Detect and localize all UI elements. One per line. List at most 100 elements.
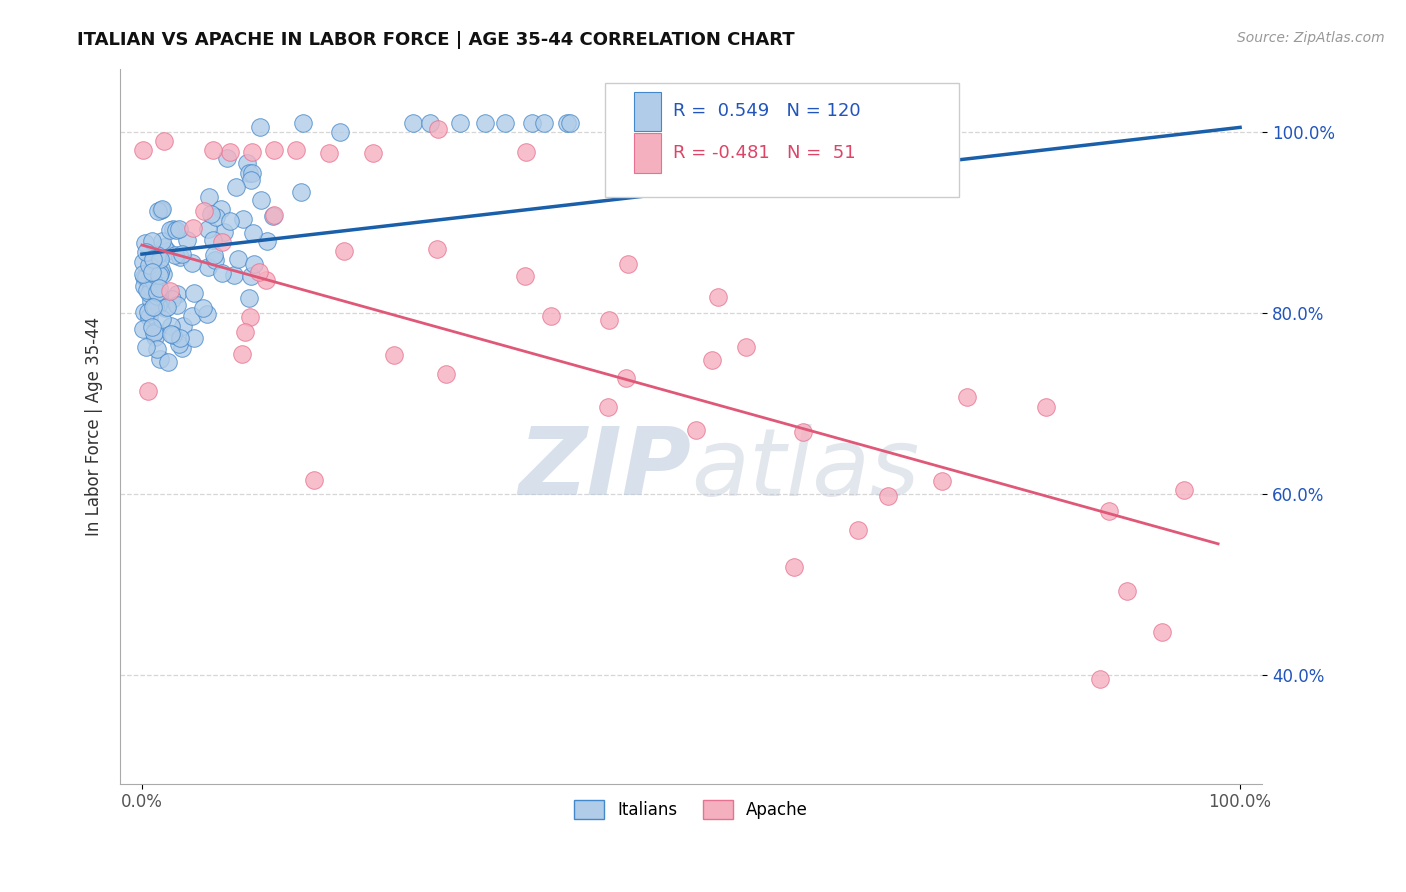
Point [163, 248, 186, 262]
Point [167, 336, 190, 351]
Point [239, 310, 262, 324]
Point [142, 326, 165, 341]
Point [329, 125, 352, 139]
Point [200, 207, 222, 221]
Point [146, 285, 169, 300]
Point [734, 340, 756, 354]
Point [169, 250, 191, 264]
Point [262, 209, 284, 223]
Point [138, 310, 160, 325]
Point [436, 368, 458, 382]
Point [333, 244, 356, 258]
Point [173, 318, 195, 333]
Point [616, 257, 638, 271]
Point [149, 262, 172, 277]
Bar [634, 133, 661, 172]
Point [143, 301, 166, 315]
Point [658, 134, 681, 148]
Point [132, 279, 155, 293]
Point [1098, 503, 1121, 517]
Point [183, 331, 205, 345]
Point [150, 234, 173, 248]
Point [240, 166, 263, 180]
Point [211, 235, 233, 249]
Point [146, 256, 169, 270]
Point [152, 267, 174, 281]
Point [141, 265, 163, 279]
Text: ITALIAN VS APACHE IN LABOR FORCE | AGE 35-44 CORRELATION CHART: ITALIAN VS APACHE IN LABOR FORCE | AGE 3… [77, 31, 794, 49]
Point [233, 325, 256, 339]
Point [792, 425, 814, 439]
Point [166, 287, 188, 301]
Text: ZIP: ZIP [519, 423, 690, 515]
Point [426, 242, 449, 256]
Point [218, 145, 240, 159]
Point [143, 330, 166, 344]
Point [1088, 672, 1111, 686]
Point [520, 116, 543, 130]
Point [149, 351, 172, 366]
Point [148, 298, 170, 312]
Point [150, 202, 173, 217]
Y-axis label: In Labor Force | Age 35-44: In Labor Force | Age 35-44 [86, 317, 103, 536]
Point [156, 244, 179, 258]
Point [172, 341, 194, 355]
Point [139, 260, 162, 275]
Point [162, 293, 184, 307]
Point [132, 267, 155, 281]
Point [419, 116, 441, 130]
Point [382, 348, 405, 362]
Point [209, 202, 232, 217]
Point [707, 290, 730, 304]
Point [956, 391, 979, 405]
Point [165, 223, 187, 237]
Point [427, 121, 450, 136]
Point [191, 301, 214, 316]
Point [176, 233, 198, 247]
Point [1173, 483, 1195, 497]
Point [132, 270, 155, 285]
Point [183, 285, 205, 300]
Point [169, 331, 191, 345]
Point [136, 384, 159, 398]
Point [204, 248, 226, 262]
Point [157, 355, 180, 369]
Point [131, 143, 153, 157]
Point [143, 276, 166, 290]
Point [148, 203, 170, 218]
Point [149, 266, 172, 280]
Point [240, 145, 263, 159]
Point [139, 293, 162, 308]
Point [254, 273, 277, 287]
Point [474, 116, 496, 130]
Point [201, 143, 224, 157]
Point [197, 221, 219, 235]
Point [877, 489, 900, 503]
Point [138, 259, 160, 273]
Point [614, 371, 637, 385]
Point [685, 423, 707, 437]
FancyBboxPatch shape [606, 83, 959, 197]
Point [148, 291, 170, 305]
Point [181, 221, 204, 235]
Point [846, 523, 869, 537]
Point [402, 116, 425, 130]
Point [250, 194, 273, 208]
Point [148, 281, 170, 295]
Point [735, 145, 758, 159]
Point [159, 223, 181, 237]
Point [212, 225, 235, 239]
Point [235, 155, 257, 169]
Text: Source: ZipAtlas.com: Source: ZipAtlas.com [1237, 31, 1385, 45]
Point [162, 328, 184, 343]
Point [167, 222, 190, 236]
Point [202, 234, 225, 248]
Point [181, 256, 204, 270]
Point [166, 298, 188, 312]
Point [598, 313, 620, 327]
Point [145, 343, 167, 357]
Point [132, 255, 155, 269]
Point [238, 166, 260, 180]
Point [159, 284, 181, 298]
Point [222, 268, 245, 283]
